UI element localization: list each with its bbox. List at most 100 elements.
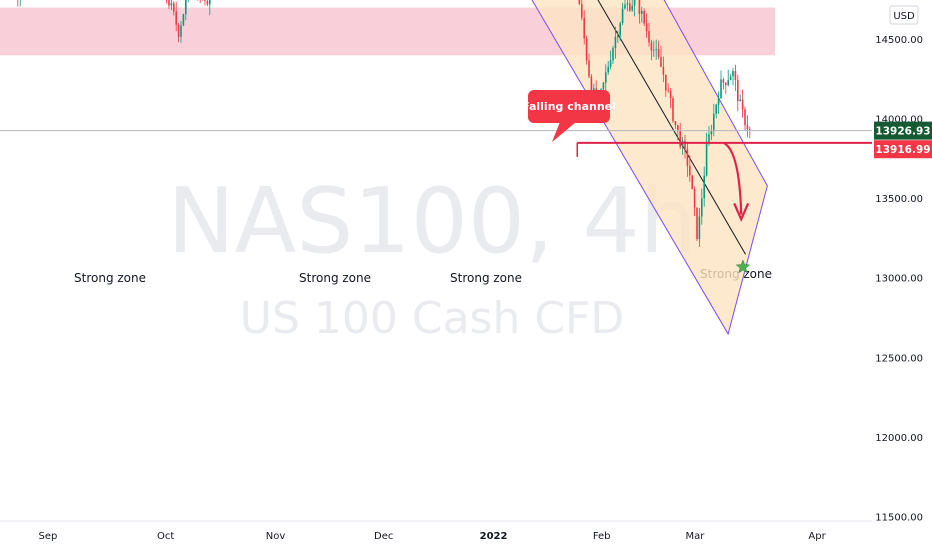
candle-body xyxy=(713,113,715,132)
callout-text: Falling channel xyxy=(522,100,616,113)
strong-zone-label: Strong zone xyxy=(299,271,371,285)
last-price-badge xyxy=(874,121,932,140)
candle-body xyxy=(667,90,669,92)
price-badges: 13926.93 13916.99 xyxy=(874,121,932,159)
candle-body xyxy=(705,143,708,176)
current-price-badge xyxy=(874,140,932,159)
price-axis[interactable]: 11500.00 12000.00 12500.00 13000.00 13500.00… xyxy=(872,0,932,550)
candle-body xyxy=(180,25,182,37)
candle-body xyxy=(638,0,641,14)
candle-body xyxy=(679,130,681,147)
candle-body xyxy=(729,76,732,81)
candle-body xyxy=(677,125,679,131)
candle-body xyxy=(725,82,727,86)
candle-body xyxy=(168,0,170,6)
projection-arrowhead xyxy=(733,202,750,223)
target-star-icon xyxy=(735,259,751,274)
candle-body xyxy=(206,0,209,5)
candle-body xyxy=(633,0,636,6)
callout-pointer xyxy=(552,122,576,142)
candle-body xyxy=(686,149,689,166)
strong-zone-label: Strong zone xyxy=(450,271,522,285)
candle-body xyxy=(734,71,737,81)
candle-body xyxy=(749,129,751,130)
candle-body xyxy=(641,10,643,14)
time-tick-label: Dec xyxy=(374,531,393,542)
candle-body xyxy=(607,66,609,73)
candle-body xyxy=(746,125,749,130)
watermark: NAS100, 4h US 100 Cash CFD xyxy=(167,169,696,344)
watermark-description: US 100 Cash CFD xyxy=(240,293,624,344)
candle-body xyxy=(653,49,655,51)
candle-body xyxy=(185,0,187,15)
currency-label: USD xyxy=(893,11,915,22)
watermark-symbol: NAS100, 4h xyxy=(167,169,696,274)
candle-body xyxy=(617,35,619,37)
candle-body xyxy=(655,49,657,50)
candle-body xyxy=(732,71,734,77)
candle-body xyxy=(720,79,722,99)
candle-body xyxy=(662,66,665,75)
candle-body xyxy=(727,80,729,86)
candle-body xyxy=(581,4,583,18)
time-tick-label: Nov xyxy=(266,531,286,542)
candle-body xyxy=(612,47,614,61)
candle-body xyxy=(657,49,660,57)
currency-box xyxy=(889,5,919,25)
price-tick-label: 13500.00 xyxy=(875,194,923,205)
candle-body xyxy=(177,24,180,37)
candle-body xyxy=(175,11,177,25)
price-axis-background xyxy=(872,0,932,550)
candle-body xyxy=(588,60,590,77)
candle-body xyxy=(629,3,631,11)
time-tick-label: Feb xyxy=(593,531,611,542)
candle-body xyxy=(583,17,585,39)
candle-body xyxy=(585,38,588,61)
candle-body xyxy=(626,3,629,5)
price-tick-label: 12500.00 xyxy=(875,353,923,364)
candle-body xyxy=(593,88,595,91)
candle-body xyxy=(645,23,648,32)
candle-body xyxy=(665,74,667,91)
candle-body xyxy=(605,72,607,83)
time-tick-label: Oct xyxy=(157,531,174,542)
strong-zone-label: Strong zone xyxy=(74,271,146,285)
candle-body xyxy=(173,3,175,12)
channel-midline[interactable] xyxy=(418,0,746,255)
candle-body xyxy=(643,10,645,24)
candle-body xyxy=(624,4,626,9)
time-axis[interactable]: Sep Oct Nov Dec 2022 Feb Mar Apr xyxy=(0,520,872,550)
candle-body xyxy=(744,109,746,126)
price-tick-label: 14500.00 xyxy=(875,35,923,46)
candle-body xyxy=(710,131,713,135)
candle-body xyxy=(621,8,624,24)
price-tick-label: 13000.00 xyxy=(875,274,923,285)
candle-body xyxy=(722,79,725,83)
current-price-badge-text: 13916.99 xyxy=(875,144,930,156)
price-tick-label: 12000.00 xyxy=(875,433,923,444)
candle-body xyxy=(609,60,612,67)
candle-body xyxy=(737,80,739,102)
candle-body xyxy=(691,175,693,190)
candle-body xyxy=(698,216,701,240)
candle-body xyxy=(717,98,720,105)
candle-body xyxy=(650,42,653,51)
candle-body xyxy=(703,175,705,199)
candle-body xyxy=(614,36,617,48)
candle-body xyxy=(660,56,662,67)
candle-body xyxy=(693,189,696,208)
candle-body xyxy=(209,0,211,5)
candle-body xyxy=(674,121,677,126)
time-tick-label: Sep xyxy=(39,531,58,542)
price-tick-label: 11500.00 xyxy=(875,513,923,524)
candle-body xyxy=(701,198,703,217)
projection-arrow-path xyxy=(723,141,743,215)
candle-body xyxy=(204,0,206,1)
callout-bubble xyxy=(528,90,610,123)
candle-body xyxy=(590,76,593,91)
candle-body xyxy=(602,82,605,90)
candle-body xyxy=(631,5,633,11)
time-axis-background xyxy=(0,521,872,550)
candle-body xyxy=(182,14,185,26)
